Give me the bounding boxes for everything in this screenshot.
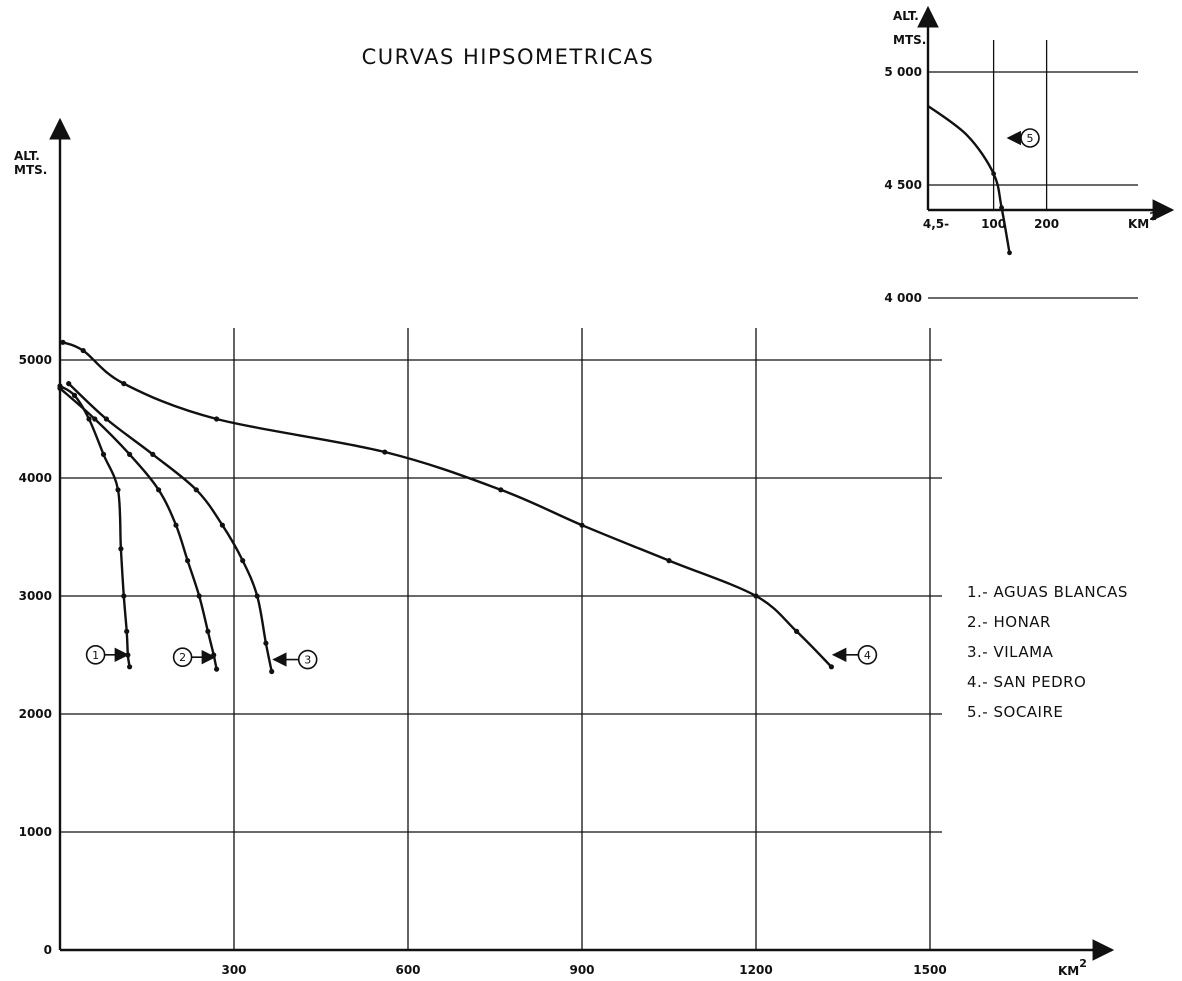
data-point-4 (60, 339, 66, 345)
x-tick-label: 1500 (913, 963, 946, 977)
series-line-2 (59, 387, 218, 670)
x-axis-label-text: KM (1058, 964, 1079, 978)
data-point-3 (150, 451, 156, 457)
y-tick-label: 4000 (19, 471, 52, 485)
x-tick-label: 300 (221, 963, 246, 977)
data-point-2 (185, 558, 191, 564)
data-point-2 (214, 666, 220, 672)
inset-data-point-5 (1007, 250, 1012, 256)
data-point-2 (57, 385, 63, 391)
data-point-2 (205, 628, 211, 635)
series-line-4 (62, 341, 833, 668)
data-point-2 (196, 593, 202, 599)
legend: 1.- AGUAS BLANCAS 2.- HONAR 3.- VILAMA 4.- … (967, 583, 1128, 721)
inset-data-point-5 (999, 205, 1004, 211)
data-point-4 (498, 487, 504, 493)
data-point-3 (219, 522, 225, 528)
data-point-1 (118, 546, 124, 552)
inset-y-axis-label-line2: MTS. (893, 33, 926, 47)
legend-item: 5.- SOCAIRE (967, 703, 1063, 721)
data-point-2 (156, 487, 162, 493)
data-point-1 (127, 664, 133, 670)
y-tick-label: 2000 (19, 707, 52, 721)
y-tick-label: 0 (44, 943, 52, 957)
data-point-4 (666, 558, 672, 564)
callout-4: 4 (831, 644, 878, 665)
callout-number: 4 (864, 649, 871, 662)
data-point-2 (173, 522, 179, 528)
data-point-1 (100, 451, 107, 457)
main-grid (60, 328, 942, 950)
data-point-3 (263, 640, 269, 646)
x-tick-label: 1200 (739, 963, 772, 977)
x-tick-label: 900 (569, 963, 594, 977)
inset-callout-5: 5 (1006, 128, 1040, 148)
inset-x-tick-label: 200 (1034, 217, 1059, 231)
data-point-1 (86, 416, 92, 422)
data-point-1 (115, 487, 121, 493)
x-tick-label: 600 (395, 963, 420, 977)
inset-x-axis-label: KM2 (1128, 210, 1157, 231)
legend-item: 3.- VILAMA (967, 643, 1054, 661)
data-point-4 (753, 593, 759, 599)
chart-title: CURVAS HIPSOMETRICAS (362, 45, 655, 69)
data-point-1 (124, 628, 130, 635)
inset-x-tick-label: 100 (981, 217, 1006, 231)
inset-callout-number: 5 (1027, 132, 1034, 145)
data-point-3 (193, 487, 199, 493)
data-point-4 (382, 449, 388, 455)
series-callouts: 1 2 3 4 (85, 644, 878, 670)
data-point-3 (254, 593, 260, 599)
series-line-3 (67, 382, 273, 672)
inset-series: 5 (927, 104, 1040, 256)
y-axis-label-line1: ALT. (14, 149, 40, 163)
data-point-1 (71, 392, 78, 398)
x-axis-label-sup: 2 (1079, 957, 1087, 970)
data-point-1 (121, 593, 127, 599)
inset-data-point-5 (991, 171, 997, 177)
data-point-4 (214, 416, 220, 422)
callout-number: 3 (304, 654, 311, 667)
data-point-4 (80, 347, 86, 354)
main-series (57, 339, 835, 675)
y-tick-label: 1000 (19, 825, 52, 839)
inset-x-axis-label-text: KM (1128, 217, 1149, 231)
callout-2: 2 (172, 647, 217, 667)
data-point-3 (240, 558, 246, 564)
data-point-3 (66, 381, 72, 387)
callout-number: 2 (179, 651, 186, 664)
legend-item: 2.- HONAR (967, 613, 1051, 631)
callout-number: 1 (92, 649, 99, 662)
inset-x-tick-label: 4,5- (923, 217, 949, 231)
inset-y-tick-label: 4 500 (884, 178, 922, 192)
legend-item: 4.- SAN PEDRO (967, 673, 1086, 691)
inset-y-tick-label: 4 000 (884, 291, 922, 305)
legend-item: 1.- AGUAS BLANCAS (967, 583, 1128, 601)
inset-grid (928, 40, 1138, 299)
data-point-4 (828, 664, 835, 670)
data-point-4 (794, 628, 800, 635)
callout-1: 1 (85, 644, 130, 665)
callout-3: 3 (272, 649, 318, 670)
data-point-2 (127, 451, 133, 457)
data-point-4 (121, 381, 127, 387)
data-point-3 (269, 668, 275, 675)
y-tick-label: 3000 (19, 589, 52, 603)
y-tick-label: 5000 (19, 353, 52, 367)
inset-tick-labels: 4,5- 100 200 4 000 4 500 5 000 (884, 65, 1059, 305)
y-axis-label-line2: MTS. (14, 163, 47, 177)
data-point-2 (92, 416, 98, 422)
inset-y-tick-label: 5 000 (884, 65, 922, 79)
x-axis-label: KM2 (1058, 957, 1087, 978)
inset-axes (917, 5, 1175, 221)
main-tick-labels: 300 600 900 1200 1500 0 1000 2000 3000 4000 5000 (19, 353, 947, 977)
main-axes (49, 117, 1115, 961)
data-point-4 (579, 522, 585, 528)
inset-x-axis-label-sup: 2 (1149, 210, 1157, 223)
inset-y-axis-label-line1: ALT. (893, 9, 919, 23)
data-point-3 (103, 416, 109, 422)
